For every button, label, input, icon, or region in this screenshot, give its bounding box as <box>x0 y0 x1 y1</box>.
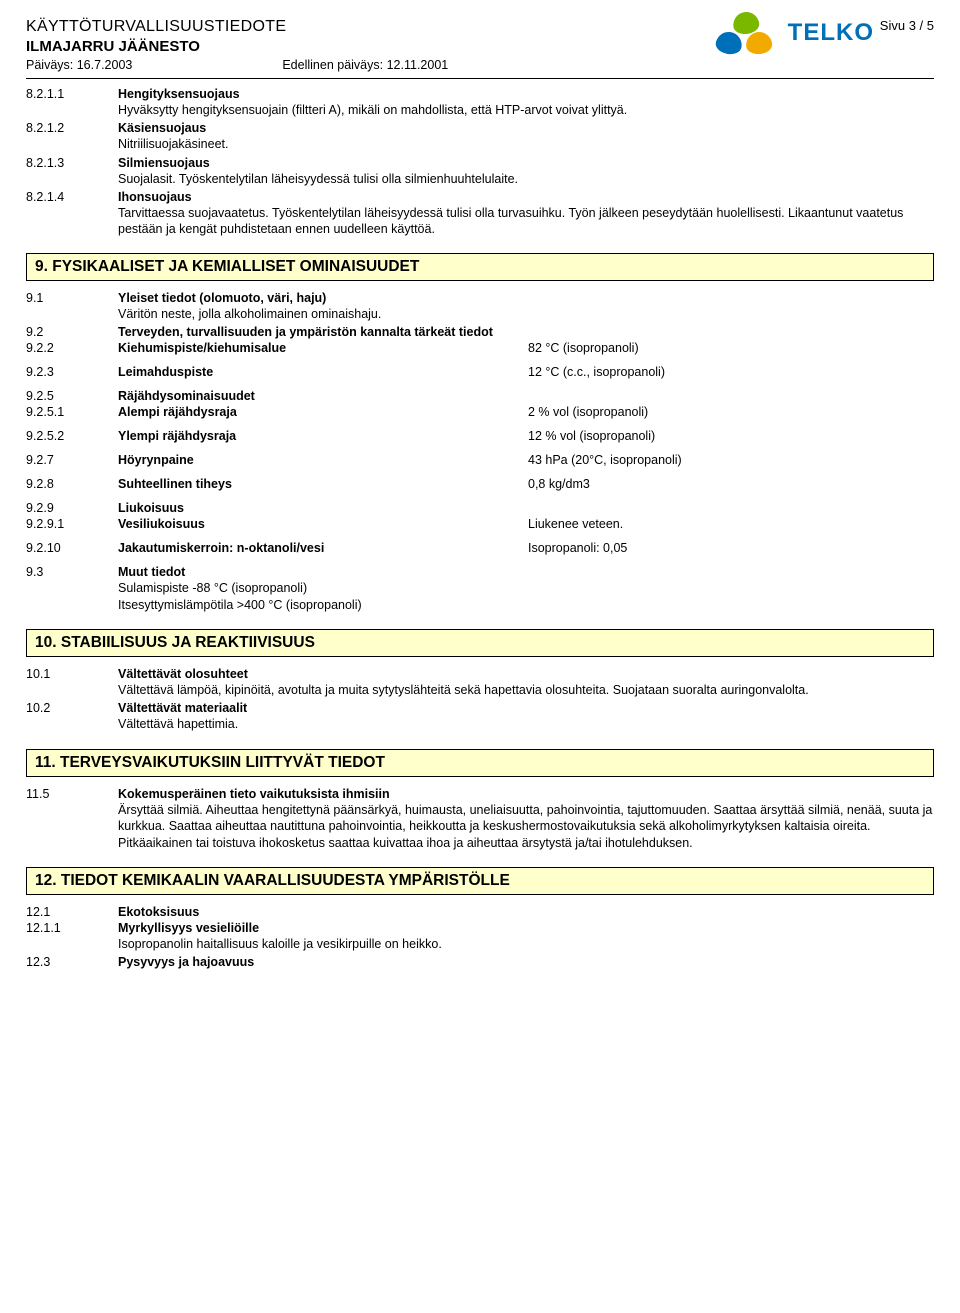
entry-925: 9.2.5 Räjähdysominaisuudet <box>26 389 934 403</box>
label: Alempi räjähdysraja <box>118 405 237 419</box>
label: Jakautumiskerroin: n-oktanoli/vesi <box>118 541 324 555</box>
entry-8212: 8.2.1.2 Käsiensuojaus Nitriilisuojakäsin… <box>26 121 934 152</box>
text: Ärsyttää silmiä. Aiheuttaa hengitettynä … <box>118 802 934 835</box>
value: 43 hPa (20°C, isopropanoli) <box>528 453 934 467</box>
label: Yleiset tiedot (olomuoto, väri, haju) <box>118 291 326 305</box>
entry-115: 11.5 Kokemusperäinen tieto vaikutuksista… <box>26 787 934 852</box>
page-number: Sivu 3 / 5 <box>880 18 934 33</box>
label: Vältettävät olosuhteet <box>118 667 248 681</box>
label: Pysyvyys ja hajoavuus <box>118 955 254 969</box>
label: Muut tiedot <box>118 565 185 579</box>
entry-928: 9.2.8 Suhteellinen tiheys 0,8 kg/dm3 <box>26 477 934 491</box>
label: Käsiensuojaus <box>118 121 206 135</box>
entry-1211: 12.1.1 Myrkyllisyys vesieliöille Isoprop… <box>26 921 934 952</box>
value: 12 % vol (isopropanoli) <box>528 429 934 443</box>
label: Vesiliukoisuus <box>118 517 205 531</box>
text: Itsesyttymislämpötila >400 °C (isopropan… <box>118 597 934 613</box>
logo-text: TELKO <box>788 19 874 47</box>
section-heading-11: 11. TERVEYSVAIKUTUKSIIN LIITTYVÄT TIEDOT <box>26 749 934 777</box>
label: Silmiensuojaus <box>118 156 210 170</box>
value: 0,8 kg/dm3 <box>528 477 934 491</box>
label: Liukoisuus <box>118 501 184 515</box>
text: Vältettävä lämpöä, kipinöitä, avotulta j… <box>118 682 934 698</box>
text: Suojalasit. Työskentelytilan läheisyydes… <box>118 171 934 187</box>
text: Nitriilisuojakäsineet. <box>118 136 934 152</box>
entry-91: 9.1 Yleiset tiedot (olomuoto, väri, haju… <box>26 291 934 322</box>
text: Väritön neste, jolla alkoholimainen omin… <box>118 306 934 322</box>
entry-9252: 9.2.5.2 Ylempi räjähdysraja 12 % vol (is… <box>26 429 934 443</box>
entry-121: 12.1 Ekotoksisuus <box>26 905 934 919</box>
entry-101: 10.1 Vältettävät olosuhteet Vältettävä l… <box>26 667 934 698</box>
value: Isopropanoli: 0,05 <box>528 541 934 555</box>
label: Ylempi räjähdysraja <box>118 429 236 443</box>
section-heading-10: 10. STABIILISUUS JA REAKTIIVISUUS <box>26 629 934 657</box>
entry-929: 9.2.9 Liukoisuus <box>26 501 934 515</box>
entry-8214: 8.2.1.4 Ihonsuojaus Tarvittaessa suojava… <box>26 190 934 238</box>
entry-102: 10.2 Vältettävät materiaalit Vältettävä … <box>26 701 934 732</box>
entry-93: 9.3 Muut tiedot Sulamispiste -88 °C (iso… <box>26 565 934 614</box>
date-previous: Edellinen päiväys: 12.11.2001 <box>282 58 448 72</box>
entry-9251: 9.2.5.1 Alempi räjähdysraja 2 % vol (iso… <box>26 405 934 419</box>
entry-922: 9.2.2 Kiehumispiste/kiehumisalue 82 °C (… <box>26 341 934 355</box>
value: 12 °C (c.c., isopropanoli) <box>528 365 934 379</box>
label: Ihonsuojaus <box>118 190 192 204</box>
value: Liukenee veteen. <box>528 517 934 531</box>
header-rule <box>26 78 934 79</box>
logo-icon <box>716 12 774 54</box>
label: Ekotoksisuus <box>118 905 199 919</box>
label: Vältettävät materiaalit <box>118 701 247 715</box>
entry-8213: 8.2.1.3 Silmiensuojaus Suojalasit. Työsk… <box>26 156 934 187</box>
entry-927: 9.2.7 Höyrynpaine 43 hPa (20°C, isopropa… <box>26 453 934 467</box>
text: Isopropanolin haitallisuus kaloille ja v… <box>118 936 934 952</box>
section-heading-9: 9. FYSIKAALISET JA KEMIALLISET OMINAISUU… <box>26 253 934 281</box>
label: Höyrynpaine <box>118 453 194 467</box>
label: Hengityksensuojaus <box>118 87 240 101</box>
entry-92: 9.2 Terveyden, turvallisuuden ja ympäris… <box>26 325 934 339</box>
entry-9291: 9.2.9.1 Vesiliukoisuus Liukenee veteen. <box>26 517 934 531</box>
label: Räjähdysominaisuudet <box>118 389 255 403</box>
section-heading-12: 12. TIEDOT KEMIKAALIN VAARALLISUUDESTA Y… <box>26 867 934 895</box>
text: Tarvittaessa suojavaatetus. Työskentelyt… <box>118 205 934 238</box>
label: Terveyden, turvallisuuden ja ympäristön … <box>118 325 493 339</box>
doc-header: KÄYTTÖTURVALLISUUSTIEDOTE Sivu 3 / 5 ILM… <box>26 18 934 72</box>
entry-123: 12.3 Pysyvyys ja hajoavuus <box>26 955 934 969</box>
label: Leimahduspiste <box>118 365 213 379</box>
text: Pitkäaikainen tai toistuva ihokosketus s… <box>118 835 934 851</box>
value: 82 °C (isopropanoli) <box>528 341 934 355</box>
date-current: Päiväys: 16.7.2003 <box>26 58 132 72</box>
text: Hyväksytty hengityksensuojain (filtteri … <box>118 102 934 118</box>
doc-title: KÄYTTÖTURVALLISUUSTIEDOTE <box>26 18 286 36</box>
text: Vältettävä hapettimia. <box>118 716 934 732</box>
company-logo: TELKO <box>716 12 874 54</box>
label: Suhteellinen tiheys <box>118 477 232 491</box>
entry-8211: 8.2.1.1 Hengityksensuojaus Hyväksytty he… <box>26 87 934 118</box>
text: Sulamispiste -88 °C (isopropanoli) <box>118 580 934 596</box>
label: Kokemusperäinen tieto vaikutuksista ihmi… <box>118 787 390 801</box>
label: Kiehumispiste/kiehumisalue <box>118 341 286 355</box>
label: Myrkyllisyys vesieliöille <box>118 921 259 935</box>
entry-923: 9.2.3 Leimahduspiste 12 °C (c.c., isopro… <box>26 365 934 379</box>
value: 2 % vol (isopropanoli) <box>528 405 934 419</box>
entry-9210: 9.2.10 Jakautumiskerroin: n-oktanoli/ves… <box>26 541 934 555</box>
